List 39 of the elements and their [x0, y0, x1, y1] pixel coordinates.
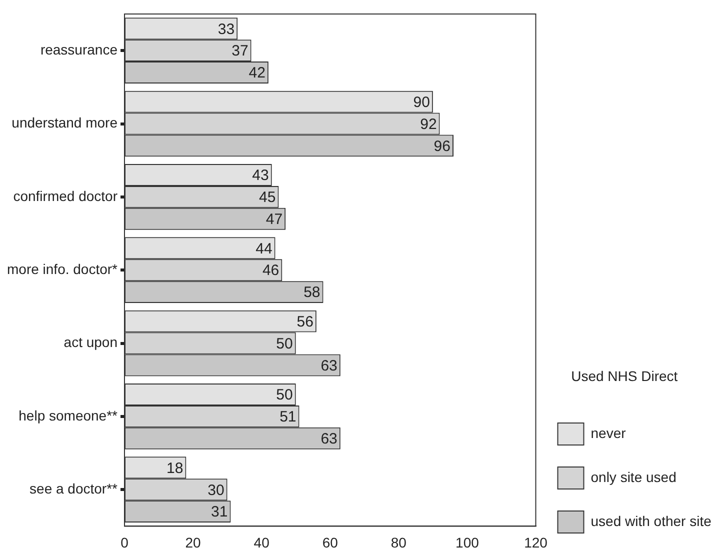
- data-label: 56: [296, 313, 314, 330]
- y-tick-label: confirmed doctor: [13, 188, 118, 204]
- x-tick-label: 120: [524, 534, 548, 550]
- y-tick-label: act upon: [64, 334, 118, 350]
- legend-label: never: [590, 424, 626, 441]
- y-tick-label: understand more: [12, 114, 118, 131]
- data-label: 58: [304, 284, 320, 302]
- data-label: 46: [262, 262, 280, 280]
- data-label: 63: [320, 357, 338, 374]
- data-label: 90: [413, 94, 430, 111]
- x-tick-label: 0: [120, 534, 129, 550]
- data-label: 43: [252, 167, 269, 184]
- data-label: 50: [276, 335, 293, 352]
- data-label: 47: [266, 211, 283, 228]
- data-label: 33: [218, 20, 235, 38]
- x-tick-label: 40: [254, 534, 270, 550]
- x-tick-label: 80: [390, 534, 407, 550]
- x-tick-label: 60: [322, 534, 338, 550]
- data-label: 18: [166, 460, 184, 477]
- data-label: 51: [280, 408, 296, 426]
- data-label: 45: [259, 189, 276, 206]
- y-tick-label: see a doctor**: [30, 480, 118, 496]
- legend-title: Used NHS Direct: [571, 368, 678, 384]
- legend-label: used with other site: [590, 512, 712, 529]
- data-label: 37: [232, 42, 248, 60]
- data-label: 30: [208, 482, 224, 499]
- legend-label: only site used: [590, 468, 676, 485]
- data-label: 96: [434, 138, 450, 155]
- y-tick-label: help someone**: [18, 407, 118, 424]
- data-label: 42: [248, 64, 266, 82]
- data-label: 44: [256, 240, 272, 258]
- data-label: 31: [211, 504, 228, 521]
- x-tick-label: 20: [185, 534, 202, 550]
- y-tick-label: reassurance: [40, 41, 118, 58]
- data-label: 63: [320, 430, 338, 448]
- y-tick-label: more info. doctor*: [6, 260, 118, 277]
- x-tick-label: 100: [456, 534, 480, 550]
- data-label: 92: [420, 116, 437, 133]
- data-label: 50: [276, 386, 293, 404]
